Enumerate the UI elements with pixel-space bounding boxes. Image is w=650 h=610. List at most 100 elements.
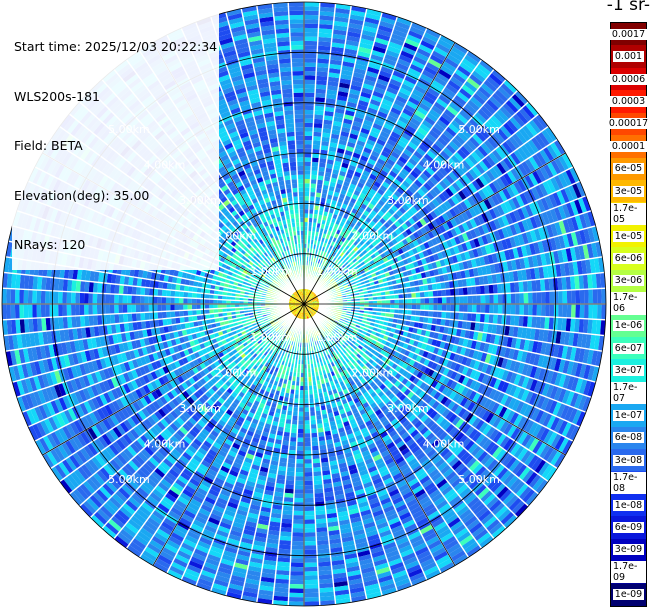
data-cell — [327, 259, 333, 265]
data-cell — [558, 304, 563, 318]
data-cell — [493, 218, 502, 230]
data-cell — [558, 358, 566, 374]
data-cell — [410, 315, 416, 322]
data-cell — [365, 138, 376, 147]
data-cell — [441, 333, 448, 342]
data-cell — [411, 353, 419, 361]
data-cell — [530, 136, 543, 152]
data-cell — [424, 91, 438, 102]
data-cell — [311, 308, 315, 312]
data-cell — [449, 217, 458, 228]
data-cell — [410, 345, 417, 354]
data-cell — [371, 49, 386, 58]
data-cell — [530, 186, 541, 201]
data-cell — [431, 198, 441, 208]
data-cell — [442, 509, 457, 522]
data-cell — [529, 229, 538, 243]
data-cell — [325, 98, 337, 104]
data-cell — [357, 135, 368, 143]
data-cell — [398, 155, 408, 165]
data-cell — [323, 176, 331, 182]
data-cell — [450, 402, 460, 413]
data-cell — [469, 228, 478, 240]
data-cell — [481, 362, 489, 374]
data-cell — [385, 188, 394, 197]
data-cell — [505, 185, 516, 199]
data-cell — [398, 309, 404, 315]
data-cell — [521, 160, 532, 175]
data-cell — [433, 156, 445, 167]
data-cell — [319, 264, 324, 270]
data-cell — [297, 420, 304, 425]
data-cell — [442, 376, 451, 386]
data-cell — [341, 259, 347, 265]
data-cell — [453, 225, 462, 236]
data-cell — [408, 441, 418, 451]
data-cell — [317, 36, 332, 43]
data-cell — [348, 183, 357, 190]
data-cell — [297, 428, 304, 434]
data-cell — [313, 209, 319, 215]
data-cell — [377, 74, 391, 83]
data-cell — [355, 353, 362, 359]
data-cell — [291, 536, 304, 542]
data-cell — [402, 407, 411, 417]
data-cell — [441, 304, 447, 312]
data-cell — [468, 477, 481, 490]
data-cell — [334, 108, 346, 115]
data-cell — [312, 136, 322, 141]
data-cell — [423, 482, 436, 493]
data-cell — [452, 392, 461, 403]
data-cell — [505, 282, 511, 294]
data-cell — [402, 79, 416, 89]
data-cell — [329, 137, 339, 144]
data-cell — [450, 154, 462, 166]
data-cell — [431, 283, 437, 291]
data-cell — [304, 579, 319, 585]
data-cell — [528, 156, 540, 171]
data-cell — [329, 59, 343, 66]
data-cell — [481, 265, 488, 276]
data-cell — [423, 366, 431, 376]
data-cell — [428, 397, 437, 408]
data-cell — [558, 234, 566, 250]
data-cell — [423, 264, 429, 272]
data-cell — [370, 126, 382, 135]
data-cell — [550, 450, 562, 467]
data-cell — [404, 325, 410, 332]
data-cell — [327, 76, 340, 83]
data-cell — [523, 304, 529, 316]
data-cell — [347, 137, 358, 144]
data-cell — [515, 110, 529, 125]
data-cell — [461, 409, 471, 421]
data-cell — [454, 405, 464, 416]
data-cell — [343, 238, 350, 245]
data-cell — [451, 344, 459, 354]
data-cell — [416, 471, 429, 482]
data-cell — [409, 137, 421, 147]
data-cell — [328, 146, 338, 153]
data-cell — [491, 252, 499, 264]
data-cell — [347, 241, 353, 247]
data-cell — [377, 24, 394, 34]
data-cell — [461, 490, 475, 502]
data-cell — [458, 176, 468, 188]
data-cell — [557, 344, 564, 359]
data-cell — [561, 317, 567, 332]
data-cell — [569, 166, 580, 183]
data-cell — [520, 350, 528, 364]
data-cell — [591, 319, 597, 335]
data-cell — [439, 464, 452, 475]
data-cell — [404, 38, 420, 48]
data-cell — [586, 349, 594, 365]
data-cell — [421, 478, 434, 489]
data-cell — [451, 498, 465, 510]
data-cell — [506, 170, 517, 184]
data-cell — [329, 342, 335, 348]
data-cell — [345, 145, 355, 153]
data-cell — [536, 341, 543, 355]
data-cell — [433, 76, 448, 87]
data-cell — [565, 202, 575, 218]
data-cell — [398, 115, 410, 125]
data-cell — [414, 253, 421, 261]
